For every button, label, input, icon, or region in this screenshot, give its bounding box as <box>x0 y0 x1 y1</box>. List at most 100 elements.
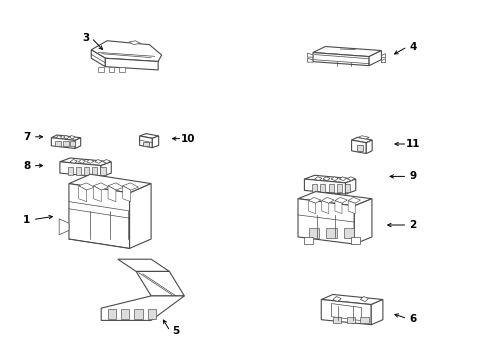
Polygon shape <box>320 184 325 192</box>
Polygon shape <box>129 41 140 45</box>
Text: 7: 7 <box>23 132 31 142</box>
Polygon shape <box>59 219 69 235</box>
Polygon shape <box>122 186 130 202</box>
Polygon shape <box>381 54 385 58</box>
Polygon shape <box>105 58 158 70</box>
Polygon shape <box>366 140 371 153</box>
Text: 3: 3 <box>82 33 89 43</box>
Polygon shape <box>312 53 368 66</box>
Polygon shape <box>321 300 370 325</box>
Polygon shape <box>356 145 363 151</box>
Polygon shape <box>60 162 101 177</box>
Polygon shape <box>91 50 105 67</box>
Polygon shape <box>129 184 151 248</box>
Polygon shape <box>78 159 85 163</box>
Polygon shape <box>118 259 169 271</box>
Polygon shape <box>51 135 81 140</box>
Polygon shape <box>346 317 354 323</box>
Polygon shape <box>321 294 382 305</box>
Text: 1: 1 <box>23 215 30 225</box>
Polygon shape <box>98 67 103 72</box>
Polygon shape <box>86 159 94 163</box>
Polygon shape <box>297 192 371 206</box>
Polygon shape <box>63 136 69 139</box>
Polygon shape <box>95 159 102 163</box>
Polygon shape <box>334 201 341 213</box>
Polygon shape <box>347 201 354 213</box>
Text: 5: 5 <box>172 326 179 336</box>
Polygon shape <box>334 197 346 203</box>
Polygon shape <box>332 317 341 323</box>
Polygon shape <box>340 193 345 198</box>
Polygon shape <box>92 167 97 175</box>
Polygon shape <box>100 167 105 175</box>
Polygon shape <box>339 177 346 181</box>
Polygon shape <box>344 184 349 192</box>
Polygon shape <box>328 184 333 192</box>
Polygon shape <box>76 167 81 175</box>
Polygon shape <box>152 136 158 148</box>
Polygon shape <box>67 167 73 175</box>
Polygon shape <box>55 141 61 146</box>
Polygon shape <box>69 174 151 193</box>
Polygon shape <box>304 175 355 183</box>
Polygon shape <box>360 317 368 323</box>
Polygon shape <box>70 159 77 163</box>
Text: 9: 9 <box>409 171 416 181</box>
Polygon shape <box>70 141 75 146</box>
Polygon shape <box>79 186 86 202</box>
Polygon shape <box>354 199 371 244</box>
Polygon shape <box>311 184 317 192</box>
Polygon shape <box>108 183 123 190</box>
Polygon shape <box>343 228 354 238</box>
Polygon shape <box>136 271 184 296</box>
Polygon shape <box>79 183 94 190</box>
Polygon shape <box>101 296 184 320</box>
Polygon shape <box>307 58 312 62</box>
Polygon shape <box>122 183 138 190</box>
Polygon shape <box>350 237 359 244</box>
Polygon shape <box>331 303 361 321</box>
Polygon shape <box>93 183 109 190</box>
Polygon shape <box>143 141 149 146</box>
Polygon shape <box>325 228 336 238</box>
Polygon shape <box>370 300 382 325</box>
Text: 11: 11 <box>405 139 420 149</box>
Polygon shape <box>323 193 328 198</box>
Polygon shape <box>331 193 337 198</box>
Polygon shape <box>75 138 81 148</box>
Polygon shape <box>312 46 381 57</box>
Polygon shape <box>63 141 68 146</box>
Polygon shape <box>93 186 101 202</box>
Text: 2: 2 <box>409 220 416 230</box>
Polygon shape <box>321 197 333 203</box>
Polygon shape <box>347 197 360 203</box>
Polygon shape <box>108 186 116 202</box>
Polygon shape <box>345 179 355 194</box>
Polygon shape <box>314 177 321 181</box>
Polygon shape <box>147 309 156 319</box>
Polygon shape <box>304 179 345 194</box>
Polygon shape <box>69 184 129 248</box>
Polygon shape <box>297 199 354 244</box>
Polygon shape <box>140 134 158 138</box>
Polygon shape <box>357 136 368 139</box>
Polygon shape <box>304 237 312 244</box>
Polygon shape <box>351 140 366 153</box>
Polygon shape <box>84 167 89 175</box>
Polygon shape <box>134 309 142 319</box>
Polygon shape <box>57 136 61 139</box>
Polygon shape <box>308 228 319 238</box>
Polygon shape <box>368 50 381 66</box>
Polygon shape <box>140 136 152 148</box>
Polygon shape <box>119 67 124 72</box>
Polygon shape <box>70 136 75 139</box>
Polygon shape <box>109 67 114 72</box>
Polygon shape <box>347 177 354 181</box>
Polygon shape <box>315 193 320 198</box>
Polygon shape <box>108 309 116 319</box>
Polygon shape <box>121 309 129 319</box>
Polygon shape <box>336 184 341 192</box>
Polygon shape <box>381 59 385 63</box>
Polygon shape <box>101 162 111 177</box>
